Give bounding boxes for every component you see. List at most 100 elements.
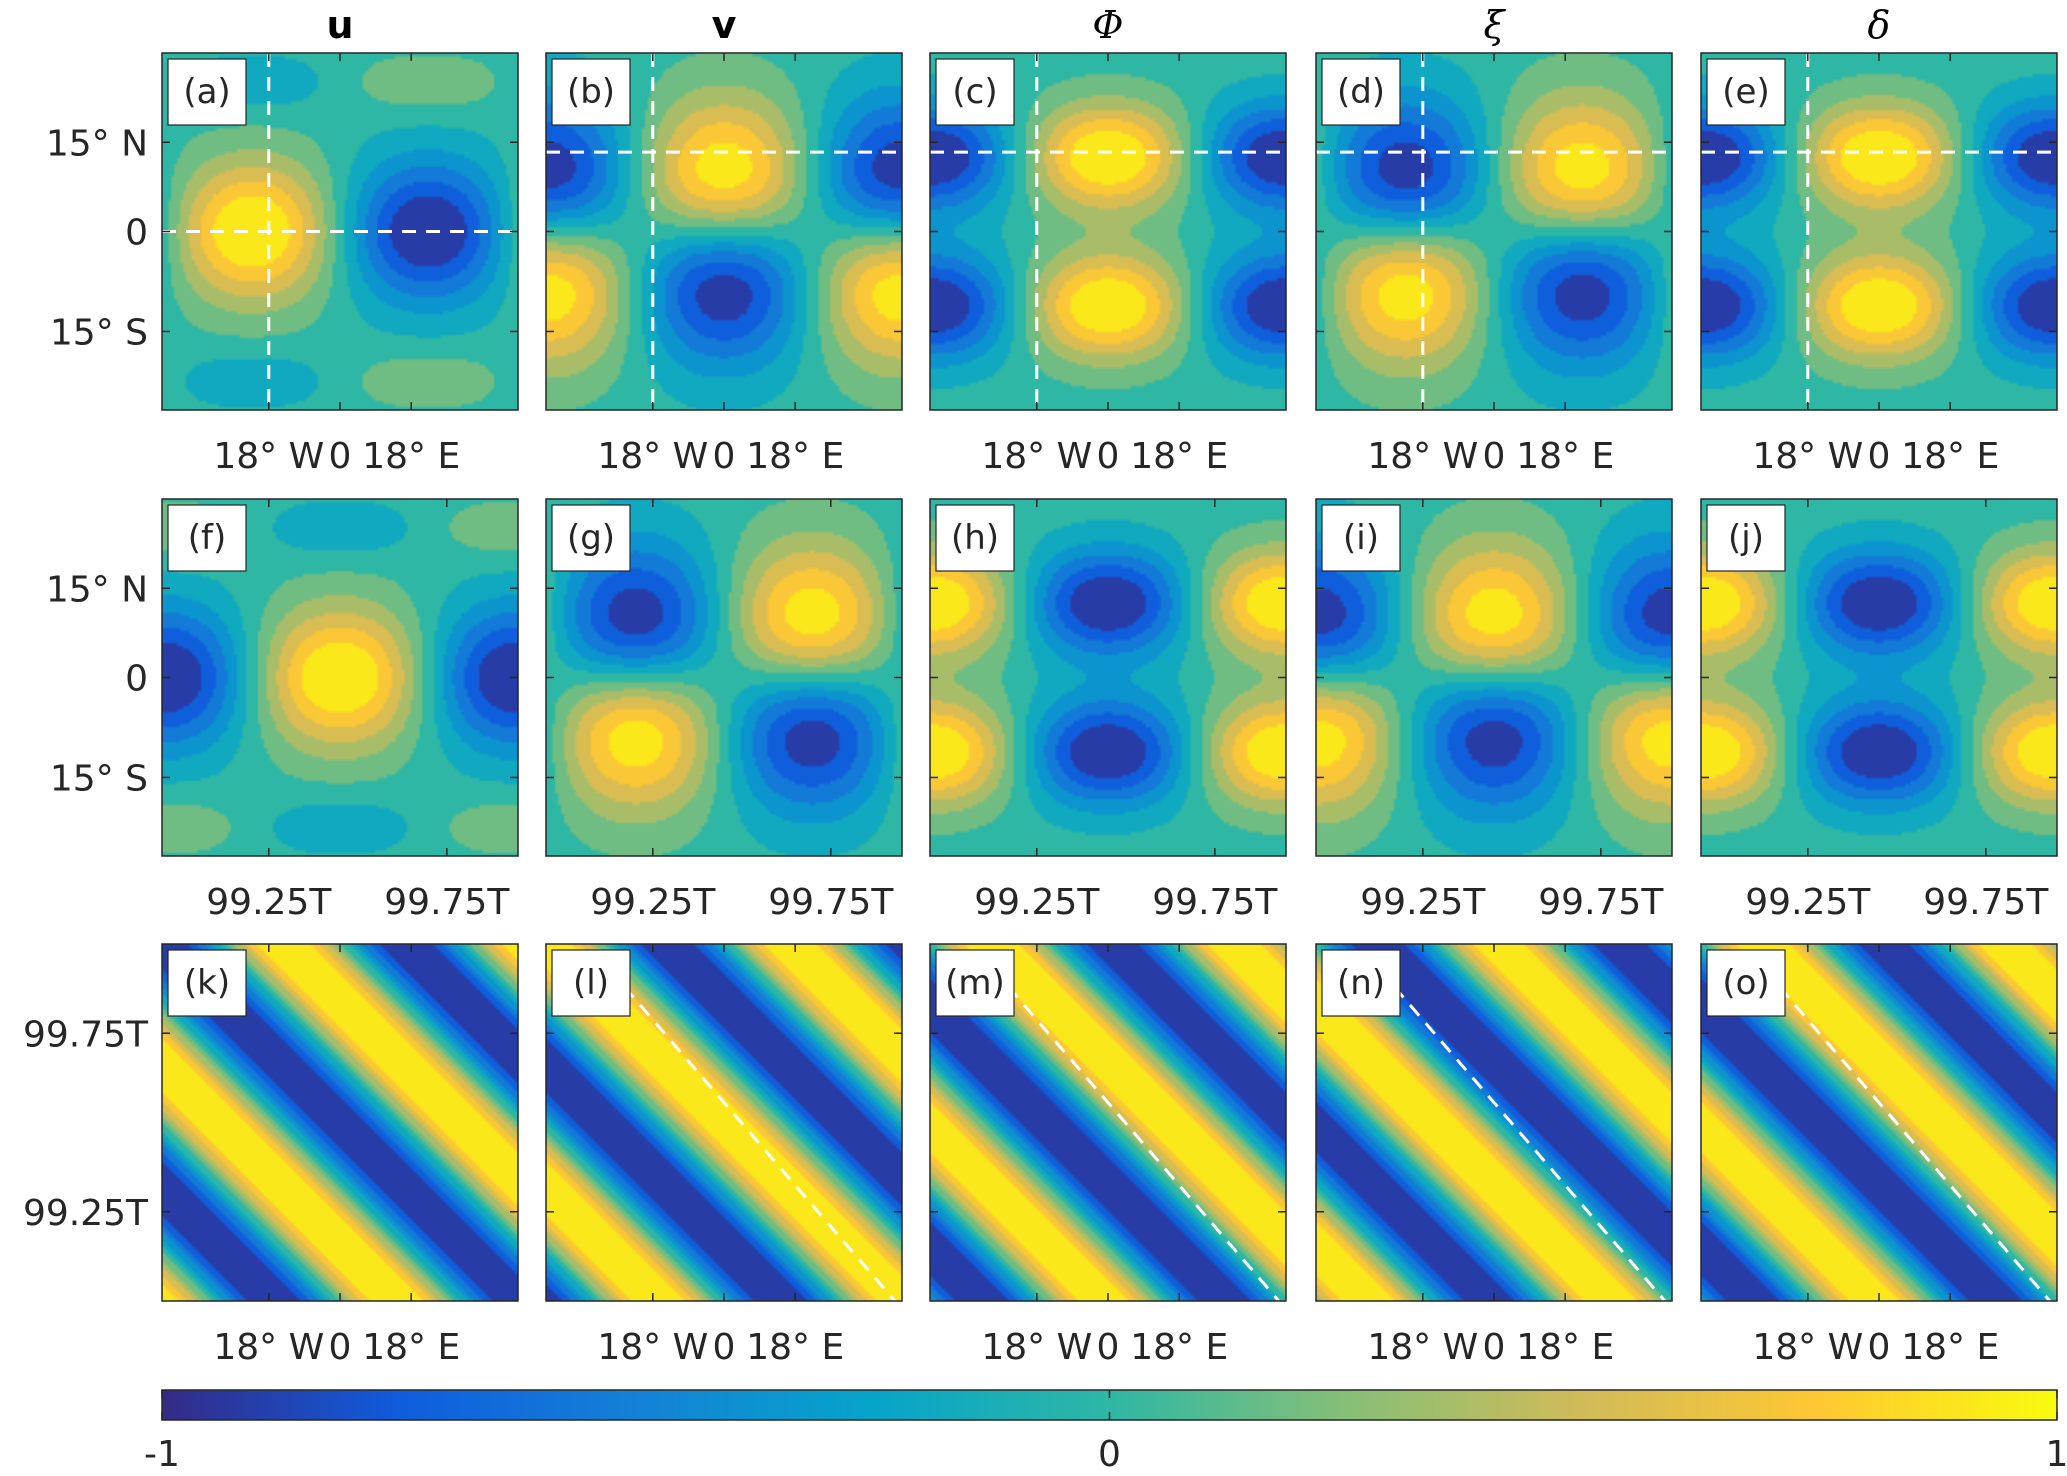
panel-d: (d) [1315,52,1673,411]
x-tick-label: 18° W [1367,1327,1478,1368]
x-tick-label: 18° E [362,1327,460,1368]
x-tick-label: 18° E [1901,436,1999,477]
y-tick-label: 0 [125,213,148,254]
x-tick-label: 18° W [213,1327,324,1368]
panel-label-box [167,504,247,572]
panel-label: (m) [945,963,1005,1003]
colorbar-tick-label: 1 [2046,1434,2067,1475]
panel-g: (g) [545,498,903,857]
x-tick-label: 18° W [1752,436,1863,477]
y-tick-label: 15° S [50,312,148,353]
x-tick-label: 99.75T [1923,882,2049,923]
axis-ticks-row-2: 99.25T 99.75T 99.25T 99.75T 99.25T 99.75T 99.2… [46,499,2057,923]
x-tick-label: 99.75T [1152,882,1278,923]
reference-line-diagonal [1393,985,1667,1302]
panel-label: (d) [1337,72,1385,112]
x-tick-label: 0 [1868,1327,1891,1368]
column-title: δ [1868,3,1891,47]
x-tick-label: 18° W [981,436,1092,477]
panel-f: (f) [161,498,519,857]
x-tick-label: 0 [1097,436,1120,477]
panel-label-box [1321,949,1401,1017]
x-tick-label: 18° E [1516,1327,1614,1368]
column-title: Φ [1092,3,1123,47]
panel-h: (h) [929,498,1287,857]
panel-e: (e) [1700,52,2058,411]
panel-i: (i) [1315,498,1673,857]
panel-label: (f) [188,518,227,558]
panel-label: (h) [951,518,999,558]
panel-o: (o) [1700,943,2058,1302]
reference-line-diagonal [1778,985,2052,1302]
panel-label: (n) [1337,963,1385,1003]
panel-label-box [551,949,631,1017]
panel-label-box [167,949,247,1017]
panel-label: (o) [1722,963,1769,1003]
reference-line-diagonal [1007,985,1281,1302]
y-tick-label: 15° N [46,123,148,164]
panel-label: (b) [567,72,615,112]
column-title: ξ [1484,3,1507,47]
panel-label-box [1321,504,1401,572]
colorbar-tick-label: -1 [144,1434,180,1475]
x-tick-label: 18° E [362,436,460,477]
panel-n: (n) [1315,943,1673,1302]
x-tick-label: 0 [713,1327,736,1368]
x-tick-label: 0 [329,436,352,477]
panel-b: (b) [545,52,903,411]
column-title: v [712,3,737,47]
y-tick-label: 15° N [46,569,148,610]
panel-l: (l) [545,943,903,1302]
column-title: u [326,3,353,47]
x-tick-label: 18° E [746,1327,844,1368]
panel-label-box [167,58,247,126]
x-tick-label: 0 [329,1327,352,1368]
x-tick-label: 0 [713,436,736,477]
panel-label: (l) [573,963,609,1003]
y-tick-label: 99.25T [23,1193,149,1234]
panel-label: (j) [1728,518,1764,558]
panel-label-box [1706,949,1786,1017]
x-tick-label: 18° E [1130,1327,1228,1368]
panel-label-box [935,504,1015,572]
x-tick-label: 0 [1483,436,1506,477]
x-tick-label: 18° W [213,436,324,477]
panel-c: (c) [929,52,1287,411]
y-tick-label: 0 [125,659,148,700]
panel-j: (j) [1700,498,2058,857]
panel-label: (e) [1722,72,1769,112]
y-tick-label: 15° S [50,758,148,799]
panel-label-box [1706,504,1786,572]
panel-k: (k) [161,943,519,1302]
panel-label: (i) [1343,518,1379,558]
panel-label-box [1321,58,1401,126]
panel-label-box [551,58,631,126]
x-tick-label: 99.25T [206,882,332,923]
x-tick-label: 0 [1097,1327,1120,1368]
x-tick-label: 99.25T [974,882,1100,923]
panel-label-box [935,949,1015,1017]
x-tick-label: 18° W [1752,1327,1863,1368]
x-tick-label: 18° W [1367,436,1478,477]
panel-label: (g) [567,518,615,558]
x-tick-label: 18° E [1130,436,1228,477]
panel-label: (k) [184,963,230,1003]
panel-label: (c) [952,72,997,112]
panel-m: (m) [929,943,1287,1302]
y-tick-label: 99.75T [23,1014,149,1055]
x-tick-label: 99.25T [1745,882,1871,923]
x-tick-label: 18° W [981,1327,1092,1368]
x-tick-label: 99.75T [1538,882,1664,923]
x-tick-label: 0 [1868,436,1891,477]
x-tick-label: 18° E [746,436,844,477]
x-tick-label: 99.75T [384,882,510,923]
panel-label: (a) [183,72,230,112]
x-tick-label: 18° W [597,436,708,477]
x-tick-label: 99.25T [1360,882,1486,923]
panel-a: (a) [161,52,519,411]
colorbar: -1 0 1 [144,1389,2067,1475]
